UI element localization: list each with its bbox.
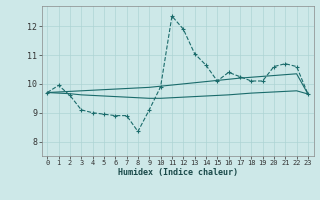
X-axis label: Humidex (Indice chaleur): Humidex (Indice chaleur): [118, 168, 237, 177]
